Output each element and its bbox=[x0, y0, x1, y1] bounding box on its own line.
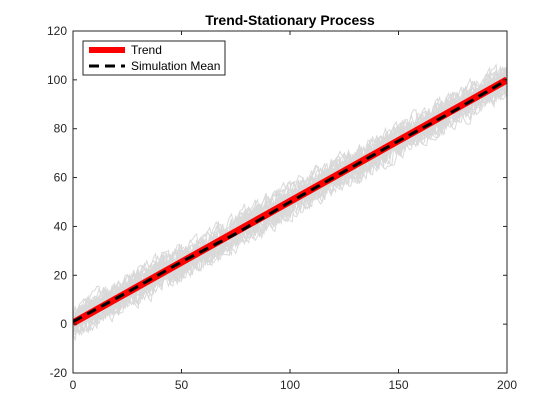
y-tick-label: -20 bbox=[50, 366, 68, 380]
legend: Trend Simulation Mean bbox=[82, 40, 226, 76]
x-tick-label: 100 bbox=[280, 378, 300, 392]
simulation-path bbox=[73, 63, 507, 335]
legend-box bbox=[82, 40, 226, 76]
y-tick-label: 120 bbox=[47, 24, 67, 38]
simulation-path bbox=[73, 67, 507, 331]
chart-title: Trend-Stationary Process bbox=[205, 12, 375, 28]
legend-mean-label: Simulation Mean bbox=[131, 59, 220, 73]
x-tick-label: 50 bbox=[175, 378, 189, 392]
x-tick-label: 0 bbox=[70, 378, 77, 392]
y-tick-label: 20 bbox=[54, 268, 68, 282]
plot-area bbox=[73, 63, 507, 342]
y-tick-label: 40 bbox=[54, 219, 68, 233]
y-tick-label: 80 bbox=[54, 122, 68, 136]
legend-trend-label: Trend bbox=[131, 43, 162, 57]
x-tick-label: 150 bbox=[388, 378, 408, 392]
x-tick-label: 200 bbox=[497, 378, 517, 392]
simulation-path bbox=[73, 65, 507, 333]
simulation-mean-line bbox=[73, 78, 507, 324]
y-tick-label: 100 bbox=[47, 73, 67, 87]
y-tick-label: 60 bbox=[54, 171, 68, 185]
y-tick-label: 0 bbox=[60, 317, 67, 331]
